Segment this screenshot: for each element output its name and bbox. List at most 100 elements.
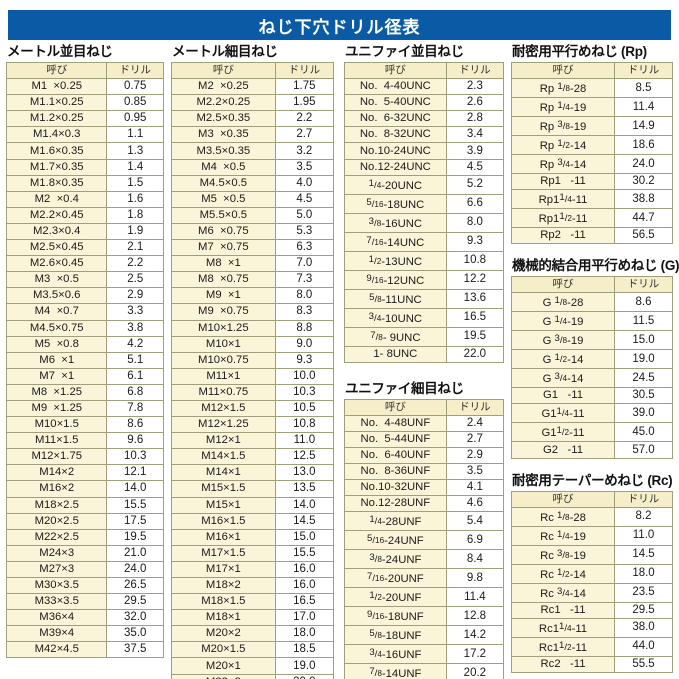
drill-diameter: 12.1 — [106, 464, 164, 482]
thread-designation: M17×1.5 — [171, 544, 276, 562]
table-row: Rp 3/4-14 24.0 — [510, 154, 673, 175]
table-row: M3 ×0.5 2.5 — [5, 271, 164, 289]
thread-designation: Rp2 -11 — [510, 227, 616, 245]
drill-diameter: 7.8 — [106, 399, 164, 418]
thread-designation: M16×2 — [5, 480, 108, 498]
drill-diameter: 0.75 — [106, 78, 164, 96]
drill-diameter: 8.8 — [274, 319, 335, 337]
table-row: M9 ×1.25 7.8 — [5, 399, 164, 418]
table-row: M20×1.5 18.5 — [171, 641, 335, 659]
drill-diameter: 1.1 — [106, 126, 164, 144]
thread-designation: M14×1.5 — [171, 448, 276, 466]
thread-designation: M12×1.25 — [171, 416, 276, 434]
drill-diameter: 2.9 — [445, 447, 505, 465]
thread-designation: M1.2×0.25 — [5, 110, 108, 128]
table-row: Rc 3/8-19 14.5 — [510, 544, 673, 565]
table-row: Rp 1/2-14 18.6 — [510, 135, 673, 156]
thread-designation: M4.5×0.5 — [171, 174, 276, 192]
drill-diameter: 2.8 — [445, 110, 505, 128]
thread-designation: M15×1.5 — [171, 480, 276, 498]
thread-designation: M8 ×0.75 — [171, 271, 276, 289]
table-row: G 3/8-19 15.0 — [510, 330, 673, 351]
thread-designation: G 3/4-14 — [510, 368, 616, 389]
section-unified-fine: ユニファイ細目ねじ 呼び ドリル No. 4-48UNF 2.4 No. 5-44UNF… — [344, 380, 505, 679]
drill-diameter: 11.4 — [614, 97, 673, 118]
thread-designation: Rp 1/4-19 — [510, 97, 616, 118]
drill-diameter: 12.2 — [445, 269, 505, 290]
thread-designation: M1.1×0.25 — [5, 94, 108, 112]
thread-designation: M2 ×0.4 — [5, 190, 108, 208]
table-unified-fine: 呼び ドリル No. 4-48UNF 2.4 No. 5-44UNF 2.7 No. 6-4… — [344, 398, 505, 679]
thread-designation: M30×3.5 — [5, 576, 108, 595]
table-row: M2.2×0.25 1.95 — [171, 94, 335, 112]
drill-diameter: 32.0 — [106, 609, 164, 627]
section-metric-fine: メートル細目ねじ 呼び ドリル M2 ×0.25 1.75 M2.2×0.25 1.95 M… — [171, 44, 335, 679]
section-title-unified-fine: ユニファイ細目ねじ — [345, 380, 464, 396]
drill-diameter: 16.5 — [274, 593, 335, 611]
drill-diameter: 20.2 — [445, 663, 505, 679]
table-row: M18×2.5 15.5 — [5, 496, 164, 514]
drill-diameter: 3.4 — [445, 126, 505, 144]
table-row: Rp1 -11 30.2 — [510, 173, 673, 191]
table-row: 3/4-10UNC 16.5 — [344, 307, 505, 328]
table-row: No. 5-44UNF 2.7 — [344, 430, 505, 449]
thread-designation: Rp 1/8-28 — [510, 78, 616, 99]
table-row: M11×0.75 10.3 — [171, 383, 335, 401]
drill-diameter: 2.4 — [445, 414, 505, 432]
table-row: G11/4-11 39.0 — [510, 403, 673, 424]
table-row: No. 4-48UNF 2.4 — [344, 414, 505, 432]
table-row: M2.5×0.35 2.2 — [171, 110, 335, 128]
thread-designation: Rp 1/2-14 — [510, 135, 616, 156]
table-header-row: 呼び ドリル — [344, 61, 505, 80]
drill-diameter: 12.5 — [274, 448, 335, 466]
table-row: M2.5×0.45 2.1 — [5, 239, 164, 257]
table-row: M16×1.5 14.5 — [171, 512, 335, 530]
thread-designation: M11×1 — [171, 367, 276, 385]
column-header-drill: ドリル — [445, 398, 505, 416]
table-row: 7/8- 9UNC 19.5 — [344, 326, 505, 347]
table-row: 9/16-12UNC 12.2 — [344, 269, 505, 290]
drill-diameter: 18.0 — [274, 625, 335, 643]
thread-designation: M2.5×0.35 — [171, 110, 276, 128]
drill-diameter: 14.0 — [274, 496, 335, 514]
drill-diameter: 4.6 — [445, 495, 505, 513]
thread-designation: M3.5×0.6 — [5, 287, 108, 305]
table-row: M10×1 9.0 — [171, 335, 335, 353]
thread-designation: 3/8-24UNF — [344, 549, 447, 570]
thread-designation: M5 ×0.8 — [5, 335, 108, 353]
thread-designation: M14×2 — [5, 464, 108, 482]
table-row: M15×1.5 13.5 — [171, 480, 335, 498]
table-header-row: 呼び ドリル — [510, 276, 673, 294]
drill-diameter: 17.2 — [445, 644, 505, 665]
thread-designation: M9 ×1.25 — [5, 399, 108, 418]
table-row: M8 ×1 7.0 — [171, 255, 335, 273]
column-header-drill: ドリル — [614, 276, 673, 294]
section-title-rc: 耐密用テーパーめねじ (Rc) — [512, 472, 673, 488]
table-row: M22×220.0 — [171, 673, 335, 679]
thread-designation: M42×4.5 — [5, 641, 108, 659]
thread-designation: M36×4 — [5, 609, 108, 627]
column-header-drill: ドリル — [445, 61, 505, 80]
thread-designation: 1/2-20UNF — [344, 587, 447, 608]
table-row: G1 -11 30.5 — [510, 387, 673, 405]
drill-diameter: 6.1 — [106, 367, 164, 385]
thread-designation: M14×1 — [171, 464, 276, 482]
section-title-metric-fine: メートル細目ねじ — [172, 44, 278, 59]
thread-designation: M1 ×0.25 — [5, 78, 108, 96]
thread-designation: M4 ×0.5 — [171, 158, 276, 176]
table-row: M1.7×0.35 1.4 — [5, 158, 164, 176]
table-row: M20×2.5 17.5 — [5, 512, 164, 530]
column-header-name: 呼び — [5, 61, 108, 80]
thread-designation: M9 ×0.75 — [171, 303, 276, 321]
thread-designation: G11/4-11 — [510, 403, 616, 424]
section-metric-coarse: メートル並目ねじ 呼び ドリル M1 ×0.25 0.75 M1.1×0.25 0.85 M… — [5, 44, 164, 659]
table-row: No.12-28UNF 4.6 — [344, 495, 505, 513]
table-row: No. 6-40UNF 2.9 — [344, 447, 505, 465]
table-row: M6 ×1 5.1 — [5, 351, 164, 369]
drill-diameter: 9.3 — [445, 231, 505, 252]
thread-designation: M33×3.5 — [5, 593, 108, 611]
table-header-row: 呼び ドリル — [5, 61, 164, 80]
drill-diameter: 38.8 — [614, 189, 673, 210]
drill-diameter: 18.0 — [614, 563, 673, 584]
drill-diameter: 5.1 — [106, 351, 164, 369]
